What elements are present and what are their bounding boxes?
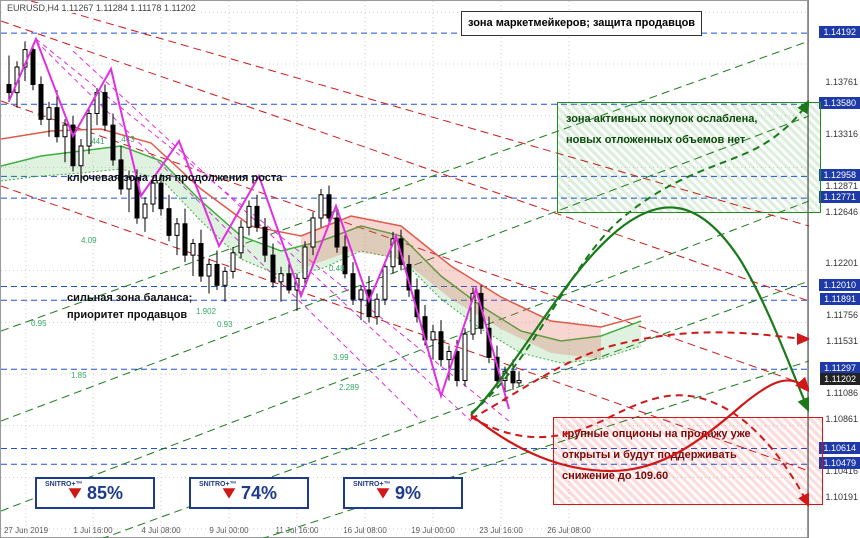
price-tick: 1.11086 [826,388,858,398]
price-marker: 1.11891 [820,293,860,305]
annotation-marketmakers: зона маркетмейкеров; защита продавцов [461,11,702,36]
price-marker: 1.12958 [819,169,860,181]
price-marker: 1.12010 [819,279,860,291]
symbol-header: EURUSD,H4 1.11267 1.11284 1.11178 1.1120… [5,3,198,13]
price-marker: 1.10614 [819,442,860,454]
price-tick: 1.11531 [826,336,858,346]
price-tick: 1.13316 [825,129,858,139]
price-tick: 1.11756 [826,310,858,320]
annotation-key-zone: ключевая зона для продолжения роста [61,167,288,190]
price-tick: 1.10191 [825,492,858,502]
snitro-indicator: SNITRO+™ 74% [189,477,309,509]
snitro-indicator: SNITRO+™ 9% [343,477,463,509]
snitro-pct: 85% [87,483,123,504]
zigzag-and-forecast [1,1,809,538]
price-marker: 1.10479 [819,457,860,469]
price-marker: 1.12771 [819,191,860,203]
balance-l1: сильная зона баланса; [67,292,192,304]
price-marker: 1.14192 [819,26,860,38]
price-tick: 1.10861 [825,414,858,424]
snitro-pct: 74% [241,483,277,504]
price-tick: 1.12201 [825,258,858,268]
price-tick: 1.12646 [825,207,858,217]
snitro-indicator: SNITRO+™ 85% [35,477,155,509]
price-tick: 1.12871 [825,181,858,191]
price-marker: 1.13580 [819,97,860,109]
snitro-label: SNITRO+™ [45,481,83,488]
snitro-pct: 9% [395,483,421,504]
snitro-label: SNITRO+™ [199,481,237,488]
balance-l2: приоритет продавцов [67,309,187,321]
snitro-label: SNITRO+™ [353,481,391,488]
annotation-balance-zone: сильная зона баланса; приоритет продавцо… [61,287,198,326]
price-marker: 1.11202 [820,373,860,385]
price-tick: 1.13761 [825,77,858,87]
chart-plot-area[interactable]: EURUSD,H4 1.11267 1.11284 1.11178 1.1120… [0,0,808,538]
